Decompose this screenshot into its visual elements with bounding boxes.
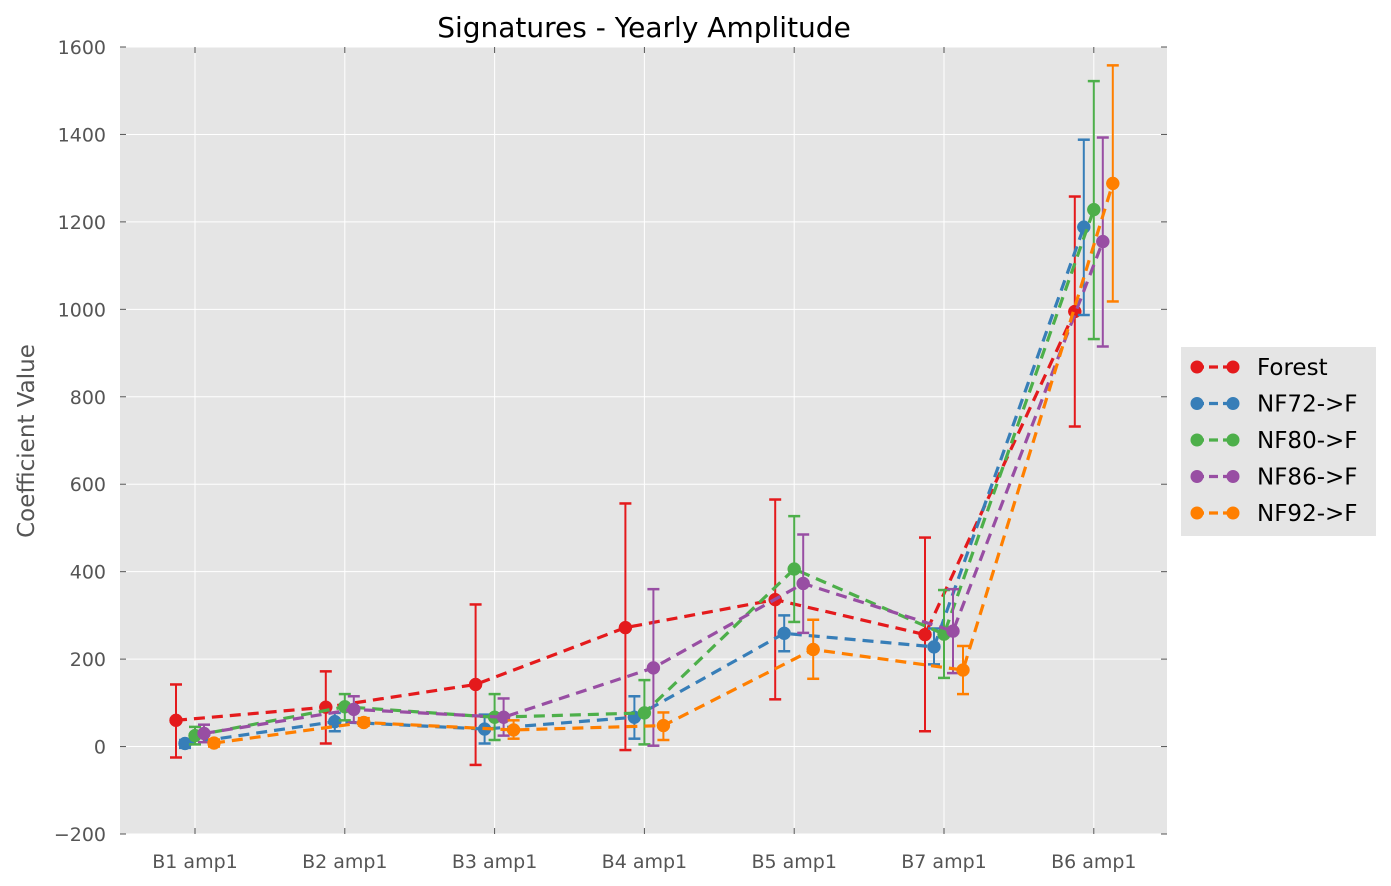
y-tick-label: 1200 <box>58 212 106 234</box>
data-point <box>777 626 791 641</box>
legend-entry-Forest: Forest <box>1190 355 1328 381</box>
y-tick-label: 200 <box>70 649 106 671</box>
series-NF92->F <box>207 64 1120 750</box>
legend-marker <box>1226 397 1240 410</box>
x-tick-label: B5 amp1 <box>751 851 836 873</box>
data-point <box>796 576 810 591</box>
data-point <box>946 624 960 638</box>
data-point <box>468 677 483 692</box>
data-point <box>1077 220 1091 234</box>
legend-label: NF72->F <box>1257 392 1358 418</box>
data-point <box>637 706 652 720</box>
y-tick-label: 1600 <box>58 37 106 59</box>
data-point <box>646 661 661 675</box>
y-axis-label: Coefficient Value <box>14 344 40 538</box>
x-tick-label: B7 amp1 <box>901 851 986 873</box>
data-point <box>1087 202 1101 217</box>
legend-label: NF80->F <box>1257 428 1358 454</box>
data-point <box>787 562 801 576</box>
y-tick-label: −200 <box>54 824 106 846</box>
data-point <box>169 713 183 728</box>
data-point <box>1096 234 1110 249</box>
grid <box>120 46 1167 835</box>
axis-ticks: −200 0 200 400 600 800 1000 1200 1400 1600 B1 amp1… <box>54 37 1167 873</box>
data-point <box>656 718 671 733</box>
legend-marker <box>1190 360 1204 374</box>
data-point <box>1106 176 1120 191</box>
legend: Forest NF72->F NF80->F NF86->F NF92->F <box>1181 347 1376 536</box>
legend-marker <box>1226 433 1240 447</box>
data-point <box>618 620 633 635</box>
legend-marker <box>1226 360 1240 374</box>
legend-marker <box>1226 506 1240 520</box>
legend-entry-NF92->F: NF92->F <box>1190 501 1358 527</box>
data-point <box>927 640 941 654</box>
data-point <box>197 726 211 741</box>
data-point <box>347 702 361 717</box>
data-point <box>806 642 820 657</box>
series-layer <box>169 64 1120 767</box>
y-tick-label: 400 <box>70 562 106 584</box>
x-tick-label: B1 amp1 <box>152 851 237 873</box>
legend-marker <box>1190 470 1204 483</box>
legend-marker <box>1190 397 1204 410</box>
data-point <box>496 710 511 725</box>
legend-marker <box>1190 433 1204 447</box>
legend-label: NF92->F <box>1257 501 1358 527</box>
data-point <box>328 714 342 729</box>
x-tick-label: B2 amp1 <box>302 851 387 873</box>
y-tick-label: 1400 <box>58 124 106 146</box>
data-point <box>506 723 521 737</box>
legend-marker <box>1190 506 1204 520</box>
data-point <box>956 663 970 677</box>
legend-label: Forest <box>1257 355 1328 381</box>
legend-entry-NF86->F: NF86->F <box>1190 465 1358 491</box>
legend-entry-NF80->F: NF80->F <box>1190 428 1358 454</box>
x-tick-label: B6 amp1 <box>1051 851 1136 873</box>
data-point <box>207 736 221 750</box>
x-tick-label: B3 amp1 <box>452 851 537 873</box>
y-tick-label: 600 <box>70 474 106 496</box>
y-tick-label: 800 <box>70 387 106 409</box>
data-point <box>357 715 371 730</box>
legend-label: NF86->F <box>1257 465 1358 491</box>
x-tick-label: B4 amp1 <box>602 851 687 873</box>
chart-title: Signatures - Yearly Amplitude <box>437 11 851 44</box>
legend-marker <box>1226 470 1240 483</box>
y-tick-label: 1000 <box>58 299 106 321</box>
y-tick-label: 0 <box>94 737 106 759</box>
data-point <box>918 627 932 642</box>
legend-entry-NF72->F: NF72->F <box>1190 392 1358 418</box>
